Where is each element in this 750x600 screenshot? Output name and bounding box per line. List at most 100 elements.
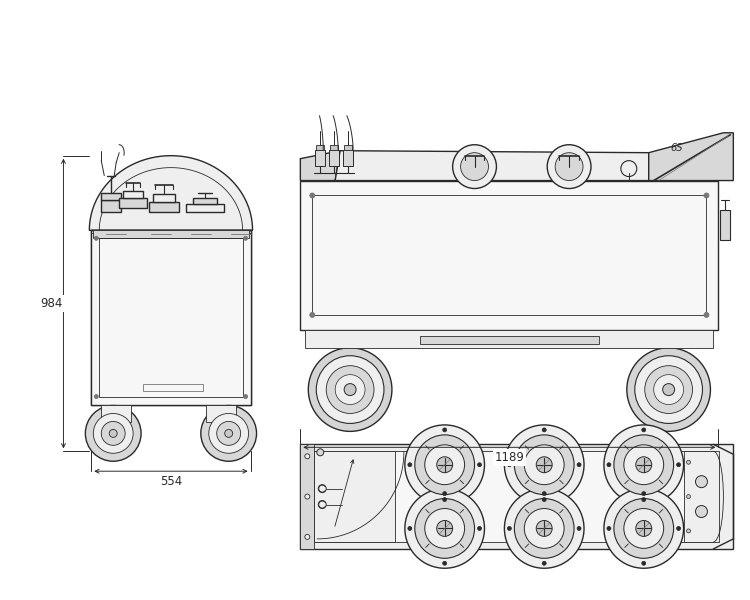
Circle shape [310, 313, 315, 317]
Bar [344, 145, 352, 149]
Bar [119, 199, 147, 208]
Circle shape [577, 463, 581, 467]
Circle shape [555, 152, 583, 181]
Circle shape [676, 463, 680, 467]
Bar [330, 145, 338, 149]
Circle shape [607, 463, 611, 467]
Circle shape [478, 463, 482, 467]
Bar [314, 451, 713, 542]
Circle shape [636, 457, 652, 473]
Circle shape [436, 457, 453, 473]
Bar [101, 200, 122, 212]
Circle shape [676, 526, 680, 530]
Circle shape [542, 491, 546, 496]
Circle shape [453, 145, 497, 188]
Circle shape [308, 348, 392, 431]
Bar [721, 211, 730, 240]
Circle shape [607, 526, 611, 530]
Circle shape [318, 500, 326, 509]
Circle shape [695, 476, 707, 488]
Text: 1189: 1189 [494, 451, 524, 464]
Bar [315, 149, 326, 166]
Bar [92, 230, 251, 404]
Bar [314, 451, 395, 542]
Circle shape [217, 421, 241, 445]
Circle shape [634, 356, 703, 424]
Circle shape [686, 529, 691, 533]
Circle shape [318, 485, 326, 493]
Circle shape [645, 365, 692, 413]
Circle shape [304, 535, 310, 539]
Circle shape [542, 497, 546, 502]
Text: 984: 984 [40, 297, 63, 310]
Circle shape [424, 445, 464, 485]
Circle shape [310, 193, 315, 198]
Circle shape [460, 152, 488, 181]
Circle shape [624, 445, 664, 485]
Circle shape [316, 356, 384, 424]
Bar [99, 238, 242, 397]
Bar [683, 451, 719, 542]
Circle shape [614, 435, 674, 494]
Bar [316, 145, 324, 149]
Circle shape [101, 421, 125, 445]
Circle shape [424, 509, 464, 548]
Circle shape [244, 236, 248, 240]
Circle shape [704, 313, 709, 317]
Circle shape [442, 497, 447, 502]
Circle shape [442, 561, 447, 565]
Circle shape [536, 520, 552, 536]
Circle shape [642, 491, 646, 496]
Circle shape [86, 406, 141, 461]
Polygon shape [89, 155, 253, 230]
Circle shape [415, 435, 475, 494]
Circle shape [604, 425, 683, 505]
Bar [420, 336, 599, 344]
Circle shape [405, 425, 484, 505]
Circle shape [604, 488, 683, 568]
Circle shape [524, 445, 564, 485]
Circle shape [524, 509, 564, 548]
Circle shape [505, 425, 584, 505]
Circle shape [686, 460, 691, 464]
Circle shape [548, 145, 591, 188]
Circle shape [577, 526, 581, 530]
Text: 554: 554 [160, 475, 182, 488]
Circle shape [642, 497, 646, 502]
Circle shape [344, 383, 356, 395]
Circle shape [93, 413, 133, 453]
Circle shape [94, 395, 98, 398]
Circle shape [654, 374, 683, 404]
Bar [300, 445, 734, 549]
Circle shape [542, 428, 546, 432]
Circle shape [636, 520, 652, 536]
Circle shape [686, 494, 691, 499]
Circle shape [478, 526, 482, 530]
Bar [300, 181, 718, 330]
Circle shape [415, 499, 475, 558]
Circle shape [244, 395, 248, 398]
Circle shape [514, 435, 574, 494]
Circle shape [505, 488, 584, 568]
Circle shape [408, 526, 412, 530]
Bar [186, 205, 224, 212]
Bar [329, 149, 339, 166]
Circle shape [209, 413, 248, 453]
Bar [206, 404, 236, 422]
Bar [101, 404, 131, 422]
Circle shape [316, 449, 324, 456]
Circle shape [94, 236, 98, 240]
Circle shape [621, 161, 637, 176]
Bar [153, 194, 175, 202]
Polygon shape [300, 151, 340, 181]
Circle shape [225, 430, 232, 437]
Circle shape [514, 499, 574, 558]
Circle shape [642, 561, 646, 565]
Circle shape [663, 383, 674, 395]
Circle shape [508, 526, 512, 530]
Polygon shape [649, 133, 734, 181]
Circle shape [508, 463, 512, 467]
Bar [93, 230, 248, 238]
Circle shape [405, 488, 484, 568]
Circle shape [627, 348, 710, 431]
